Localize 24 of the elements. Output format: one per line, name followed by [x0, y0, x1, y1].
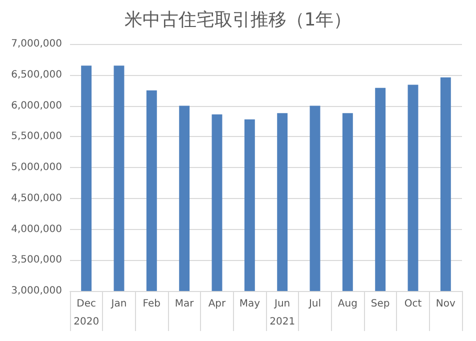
text: 2021 — [270, 316, 296, 328]
y-tick-label: 3,000,000 — [11, 286, 62, 296]
x-tick-label: May — [239, 298, 260, 310]
y-tick-label: 4,000,000 — [11, 224, 62, 235]
x-tick-label: Apr — [208, 298, 227, 310]
x-tick-label: Feb — [142, 298, 161, 310]
y-tick-label: 7,000,000 — [11, 38, 62, 50]
x-tick-label: Sep — [370, 298, 390, 310]
x-tick-label: Jan — [110, 298, 127, 310]
x-tick-label: Oct — [404, 298, 422, 310]
y-tick-label: 3,500,000 — [11, 254, 62, 266]
y-tick-label: 4,500,000 — [11, 192, 62, 204]
text: 2020 — [74, 316, 100, 328]
x-tick-label: Jul — [308, 298, 322, 310]
y-tick-label: 6,000,000 — [11, 100, 62, 112]
chart-title: 米中古住宅取引推移（1年） — [124, 10, 352, 30]
x-tick-label: Mar — [174, 298, 195, 310]
y-tick-label: 5,500,000 — [11, 131, 62, 142]
x-tick-label: Jun — [274, 298, 290, 310]
y-tick-label: 6,500,000 — [11, 69, 62, 80]
y-tick-label: 5,000,000 — [11, 162, 62, 173]
x-tick-label: Nov — [436, 298, 456, 310]
x-tick-label: Dec — [76, 298, 96, 310]
x-tick-label: Aug — [338, 298, 358, 310]
